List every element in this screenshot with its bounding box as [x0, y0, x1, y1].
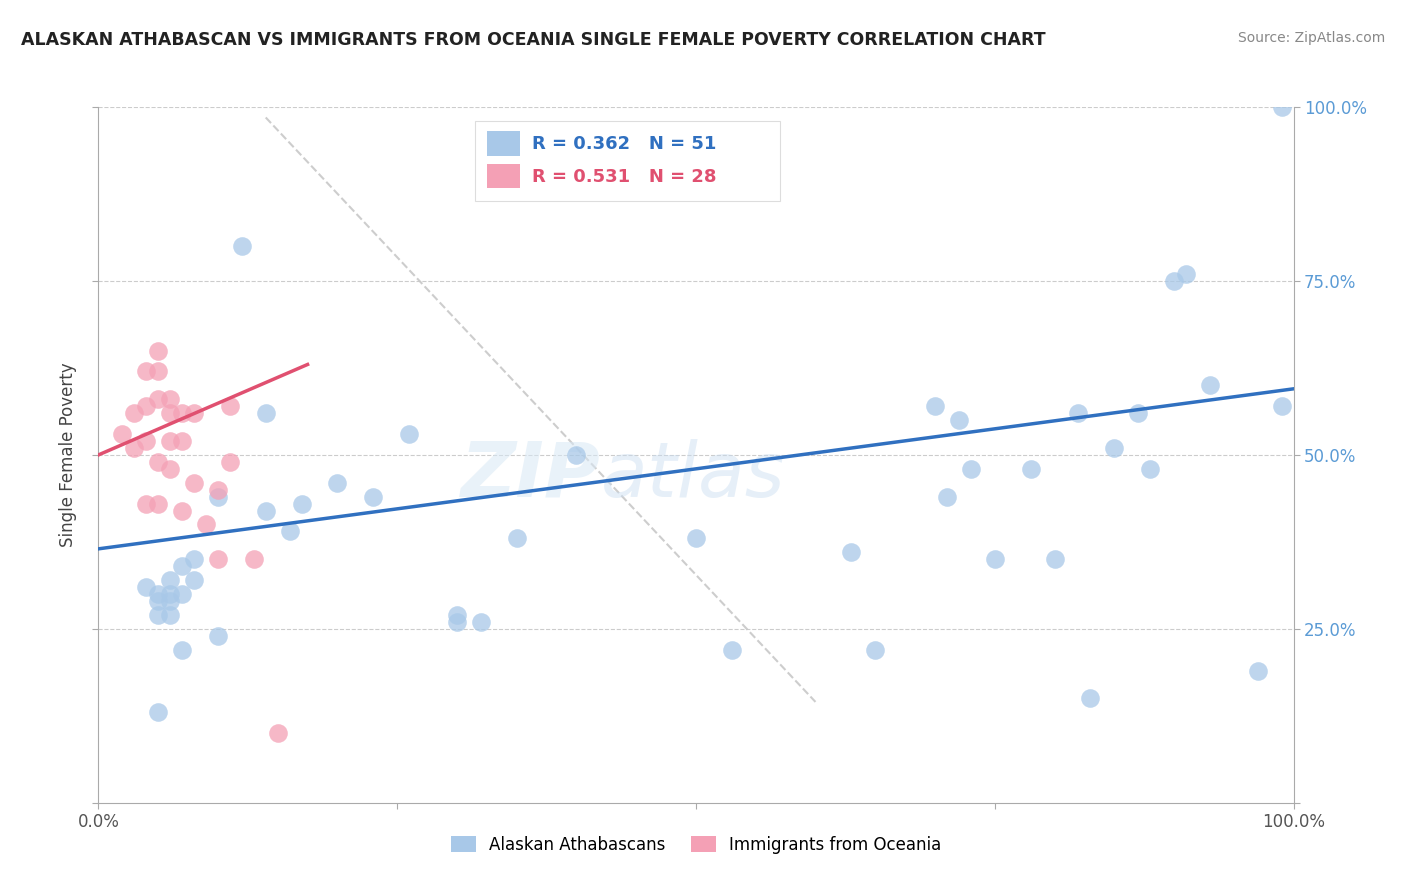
- Point: [159, 587, 181, 601]
- Point: [195, 517, 218, 532]
- Point: [254, 406, 277, 420]
- Point: [148, 706, 170, 720]
- Legend: Alaskan Athabascans, Immigrants from Oceania: Alaskan Athabascans, Immigrants from Oce…: [444, 830, 948, 861]
- Point: [219, 399, 242, 413]
- Point: [984, 552, 1007, 566]
- Point: [936, 490, 959, 504]
- Point: [231, 239, 253, 253]
- Point: [219, 455, 242, 469]
- Point: [470, 615, 492, 629]
- Point: [135, 364, 157, 378]
- Bar: [486, 131, 520, 156]
- Point: [183, 552, 205, 566]
- Point: [565, 448, 588, 462]
- Point: [148, 392, 170, 407]
- Point: [124, 406, 146, 420]
- Point: [446, 607, 468, 622]
- Point: [135, 434, 157, 448]
- Point: [172, 559, 194, 574]
- Point: [506, 532, 529, 546]
- Point: [924, 399, 946, 413]
- Point: [363, 490, 385, 504]
- Point: [243, 552, 266, 566]
- Point: [183, 406, 205, 420]
- Point: [207, 552, 229, 566]
- Point: [291, 497, 314, 511]
- Text: Source: ZipAtlas.com: Source: ZipAtlas.com: [1237, 31, 1385, 45]
- Point: [1104, 441, 1126, 455]
- Point: [1163, 274, 1185, 288]
- Point: [135, 497, 157, 511]
- Point: [148, 594, 170, 608]
- Text: R = 0.531   N = 28: R = 0.531 N = 28: [533, 168, 717, 186]
- Point: [948, 413, 970, 427]
- Point: [207, 483, 229, 497]
- Y-axis label: Single Female Poverty: Single Female Poverty: [59, 363, 77, 547]
- Point: [159, 392, 181, 407]
- Point: [326, 475, 349, 490]
- Point: [1175, 267, 1198, 281]
- Point: [1067, 406, 1090, 420]
- Bar: [486, 164, 520, 188]
- Text: R = 0.362   N = 51: R = 0.362 N = 51: [533, 135, 717, 153]
- Text: ZIP: ZIP: [461, 439, 600, 513]
- Point: [721, 642, 744, 657]
- Point: [159, 462, 181, 476]
- Point: [172, 406, 194, 420]
- Point: [135, 580, 157, 594]
- Point: [172, 642, 194, 657]
- Point: [148, 364, 170, 378]
- Point: [1080, 691, 1102, 706]
- Point: [960, 462, 983, 476]
- Point: [207, 490, 229, 504]
- Point: [1271, 399, 1294, 413]
- Point: [148, 497, 170, 511]
- Point: [183, 475, 205, 490]
- Point: [1128, 406, 1150, 420]
- Point: [446, 615, 468, 629]
- Point: [207, 629, 229, 643]
- Point: [124, 441, 146, 455]
- Point: [135, 399, 157, 413]
- Bar: [475, 121, 780, 201]
- Point: [172, 503, 194, 517]
- Point: [159, 434, 181, 448]
- Point: [865, 642, 887, 657]
- Text: atlas: atlas: [600, 439, 785, 513]
- Point: [1139, 462, 1161, 476]
- Text: ALASKAN ATHABASCAN VS IMMIGRANTS FROM OCEANIA SINGLE FEMALE POVERTY CORRELATION : ALASKAN ATHABASCAN VS IMMIGRANTS FROM OC…: [21, 31, 1046, 49]
- Point: [148, 455, 170, 469]
- Point: [159, 594, 181, 608]
- Point: [159, 607, 181, 622]
- Point: [111, 427, 134, 442]
- Point: [172, 434, 194, 448]
- Point: [183, 573, 205, 587]
- Point: [1271, 100, 1294, 114]
- Point: [254, 503, 277, 517]
- Point: [841, 545, 863, 559]
- Point: [1247, 664, 1270, 678]
- Point: [278, 524, 301, 539]
- Point: [398, 427, 420, 442]
- Point: [148, 587, 170, 601]
- Point: [267, 726, 290, 740]
- Point: [148, 343, 170, 358]
- Point: [172, 587, 194, 601]
- Point: [159, 573, 181, 587]
- Point: [159, 406, 181, 420]
- Point: [1043, 552, 1066, 566]
- Point: [685, 532, 707, 546]
- Point: [148, 607, 170, 622]
- Point: [1199, 378, 1222, 392]
- Point: [1019, 462, 1042, 476]
